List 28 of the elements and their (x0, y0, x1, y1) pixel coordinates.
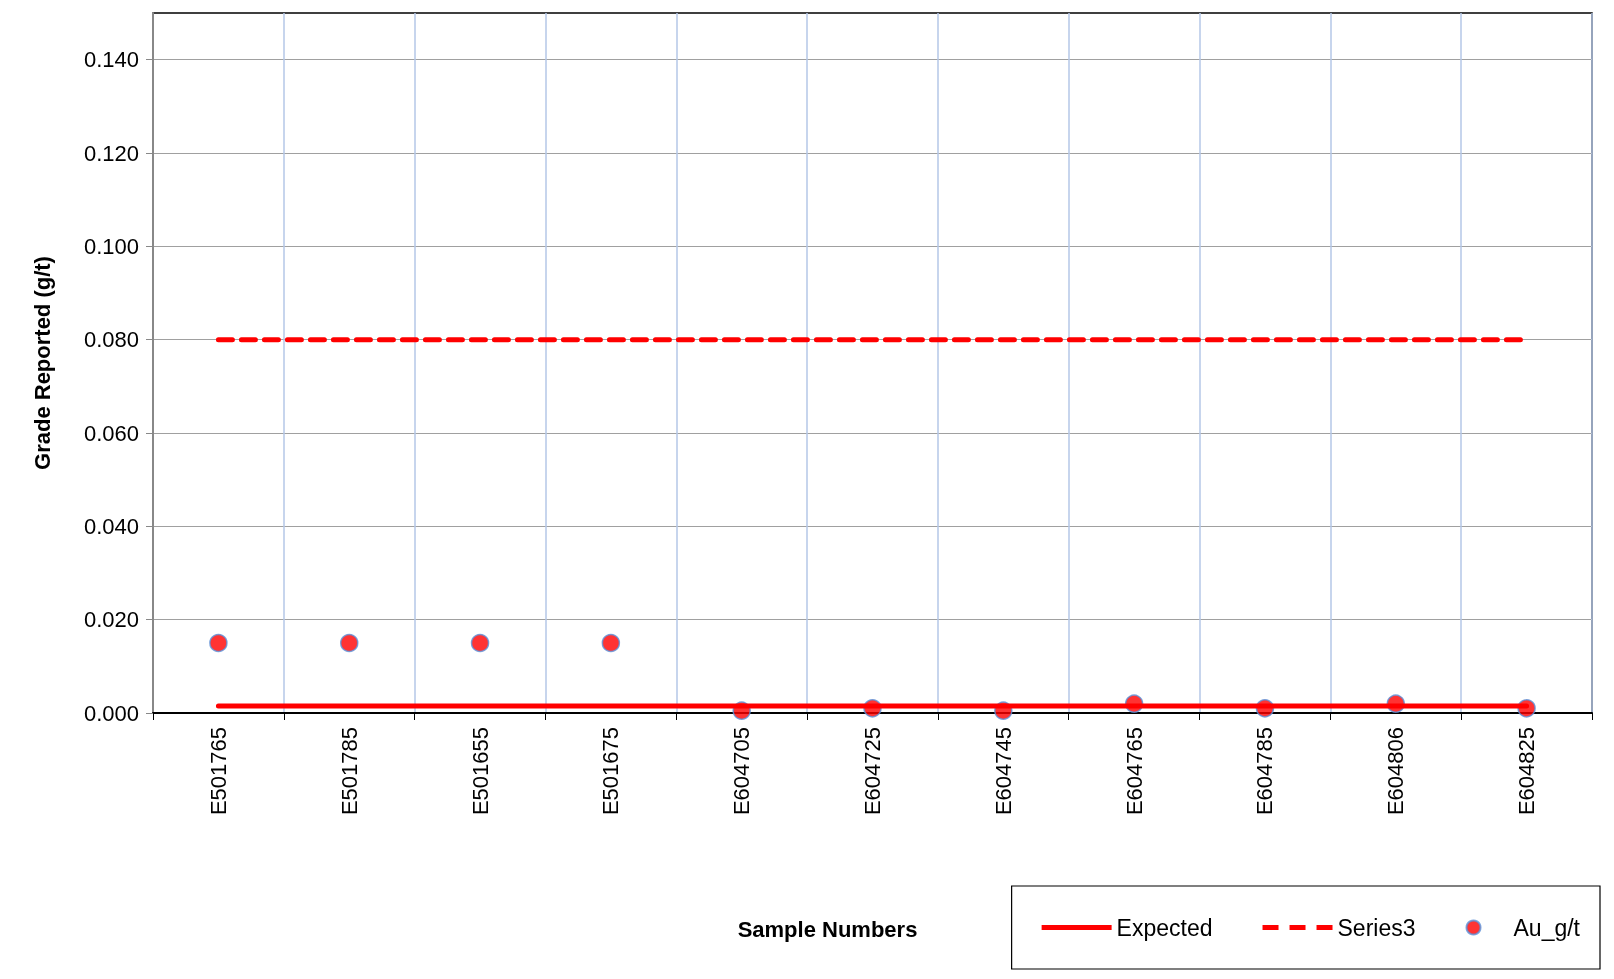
legend-label: Au_g/t (1513, 914, 1581, 941)
x-tick-label: E501785 (336, 727, 362, 816)
y-tick-label: 0.100 (83, 233, 139, 259)
y-tick-label: 0.060 (83, 420, 139, 446)
y-tick-label: 0.000 (83, 700, 139, 726)
point (209, 633, 228, 653)
x-tick-label: E501655 (467, 727, 493, 816)
legend-label: Series3 (1337, 914, 1416, 941)
point (601, 633, 621, 653)
y-tick-label: 0.040 (83, 513, 139, 539)
x-axis-title: Sample Numbers (737, 916, 918, 942)
y-tick-label: 0.120 (83, 140, 139, 166)
x-tick-label: E604825 (1514, 727, 1540, 816)
x-tick-label: E604765 (1121, 727, 1147, 816)
x-tick-label: E501765 (205, 727, 231, 816)
x-tick-label: E604725 (860, 727, 885, 816)
y-tick-label: 0.020 (83, 607, 139, 633)
x-tick-label: E604745 (990, 727, 1016, 816)
y-axis-title: Grade Reported (g/t) (29, 256, 55, 470)
y-tick-label: 0.140 (83, 47, 139, 73)
x-tick-label: E501675 (598, 727, 624, 816)
point (339, 633, 359, 653)
point (470, 633, 490, 653)
x-tick-label: E604785 (1252, 727, 1278, 816)
x-tick-label: E604705 (729, 727, 755, 816)
y-tick-label: 0.080 (83, 327, 139, 353)
x-tick-label: E604806 (1383, 727, 1409, 816)
legend-label: Expected (1116, 914, 1213, 941)
